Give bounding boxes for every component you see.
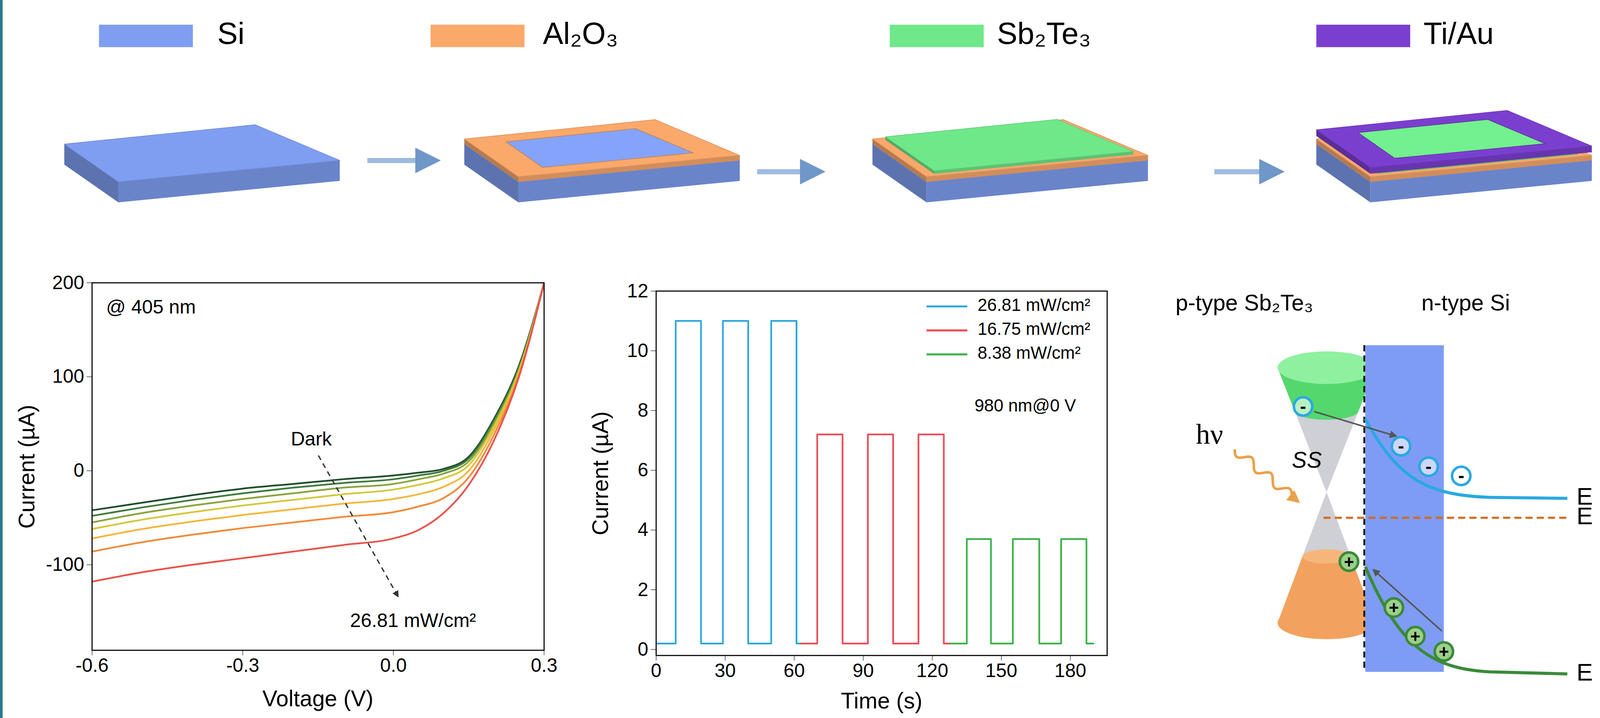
svg-text:p-type Sb₂Te₃: p-type Sb₂Te₃ <box>1175 289 1314 316</box>
svg-text:+: + <box>1344 551 1355 572</box>
svg-text:E: E <box>1576 658 1594 686</box>
svg-text:Ti/Au: Ti/Au <box>1423 16 1494 51</box>
svg-text:-100: -100 <box>45 553 85 575</box>
svg-text:-: - <box>1300 396 1307 417</box>
svg-text:90: 90 <box>852 659 874 681</box>
svg-text:Si: Si <box>217 16 245 51</box>
svg-text:Voltage (V): Voltage (V) <box>262 685 374 711</box>
svg-text:Al₂O₃: Al₂O₃ <box>542 16 619 51</box>
svg-text:26.81 mW/cm²: 26.81 mW/cm² <box>977 295 1091 315</box>
svg-text:n-type Si: n-type Si <box>1421 289 1510 316</box>
svg-text:E: E <box>1576 501 1594 530</box>
svg-text:@ 405 nm: @ 405 nm <box>106 295 196 318</box>
svg-text:+: + <box>1438 641 1449 661</box>
svg-text:16.75 mW/cm²: 16.75 mW/cm² <box>977 319 1091 339</box>
svg-text:8.38 mW/cm²: 8.38 mW/cm² <box>977 342 1081 363</box>
svg-text:150: 150 <box>985 659 1018 681</box>
svg-text:10: 10 <box>627 339 649 361</box>
svg-text:-: - <box>1425 456 1432 477</box>
svg-text:-0.3: -0.3 <box>226 654 260 676</box>
svg-text:0: 0 <box>637 638 649 660</box>
svg-text:-: - <box>1458 465 1465 486</box>
svg-text:26.81 mW/cm²: 26.81 mW/cm² <box>349 609 477 631</box>
svg-text:-0.6: -0.6 <box>75 654 109 676</box>
svg-text:+: + <box>1388 597 1399 617</box>
svg-text:hν: hν <box>1196 418 1224 450</box>
svg-text:0: 0 <box>651 659 662 681</box>
svg-text:12: 12 <box>627 279 649 302</box>
svg-text:E: E <box>1576 482 1594 510</box>
svg-text:Current (µA): Current (µA) <box>587 411 613 536</box>
svg-text:0.0: 0.0 <box>379 654 407 676</box>
svg-text:0.3: 0.3 <box>530 654 558 676</box>
svg-text:100: 100 <box>52 365 85 387</box>
svg-text:0: 0 <box>73 459 85 481</box>
svg-text:Dark: Dark <box>290 427 333 450</box>
svg-text:6: 6 <box>637 458 649 481</box>
svg-text:980 nm@0 V: 980 nm@0 V <box>974 395 1077 415</box>
svg-text:2: 2 <box>637 578 649 600</box>
svg-text:60: 60 <box>783 659 806 681</box>
svg-text:Current (µA): Current (µA) <box>13 404 40 529</box>
svg-text:30: 30 <box>714 659 737 681</box>
svg-text:Sb₂Te₃: Sb₂Te₃ <box>996 16 1091 51</box>
svg-text:180: 180 <box>1054 659 1087 681</box>
svg-text:120: 120 <box>916 659 949 681</box>
svg-text:200: 200 <box>52 271 85 293</box>
svg-text:4: 4 <box>637 518 649 541</box>
svg-text:SS: SS <box>1291 447 1322 473</box>
svg-text:-: - <box>1398 435 1405 457</box>
svg-text:Time (s): Time (s) <box>840 687 923 713</box>
svg-text:+: + <box>1410 626 1421 646</box>
svg-text:8: 8 <box>637 399 649 421</box>
